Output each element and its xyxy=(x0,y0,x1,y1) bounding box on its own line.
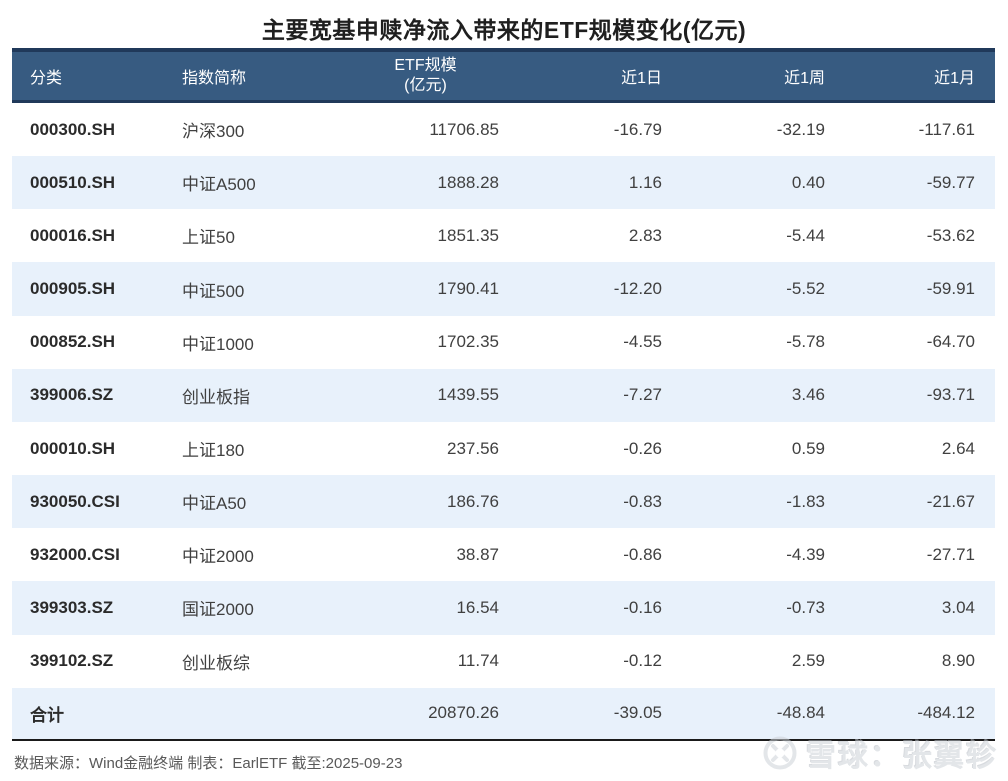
cell-index-name: 中证A50 xyxy=(182,494,247,514)
total-week1: -48.84 xyxy=(776,703,825,723)
table-row: 000300.SH 沪深300 11706.85 -16.79 -32.19 -117.6… xyxy=(12,103,995,156)
cell-category: 000852.SH xyxy=(30,332,116,352)
cell-category: 399006.SZ xyxy=(30,385,114,405)
cell-month1: -59.91 xyxy=(926,279,975,299)
cell-etf-scale: 237.56 xyxy=(447,438,499,458)
header-index-name: 指数简称 xyxy=(182,70,247,87)
cell-category: 000905.SH xyxy=(30,279,116,299)
header-etf-scale-line1: ETF规模 xyxy=(394,57,457,74)
header-etf-scale-line2: (亿元) xyxy=(404,77,447,94)
cell-month1: 3.04 xyxy=(941,597,975,617)
cell-index-name: 创业板指 xyxy=(182,387,250,407)
cell-day1: -0.83 xyxy=(623,491,662,511)
header-month1: 近1月 xyxy=(934,70,975,87)
table-header-row: 分类 指数简称 ETF规模 (亿元) 近1日 近1周 近1月 xyxy=(12,48,995,103)
cell-day1: -0.16 xyxy=(623,597,662,617)
cell-day1: 2.83 xyxy=(628,225,662,245)
cell-category: 399102.SZ xyxy=(30,651,114,671)
cell-week1: -5.44 xyxy=(786,225,825,245)
cell-index-name: 上证50 xyxy=(182,228,235,248)
cell-month1: -64.70 xyxy=(926,332,975,352)
total-day1: -39.05 xyxy=(613,703,662,723)
cell-week1: 2.59 xyxy=(791,651,825,671)
etf-table: 分类 指数简称 ETF规模 (亿元) 近1日 近1周 近1月 000300.SH… xyxy=(12,48,995,741)
cell-index-name: 中证A500 xyxy=(182,175,256,195)
cell-category: 000016.SH xyxy=(30,225,116,245)
cell-category: 399303.SZ xyxy=(30,597,114,617)
header-week1: 近1周 xyxy=(784,70,825,87)
cell-index-name: 中证2000 xyxy=(182,547,254,567)
cell-etf-scale: 38.87 xyxy=(456,544,499,564)
table-row: 000010.SH 上证180 237.56 -0.26 0.59 2.64 xyxy=(12,422,995,475)
cell-etf-scale: 16.54 xyxy=(456,597,499,617)
cell-day1: 1.16 xyxy=(628,172,662,192)
table-row: 000852.SH 中证1000 1702.35 -4.55 -5.78 -64.70 xyxy=(12,316,995,369)
cell-index-name: 上证180 xyxy=(182,441,245,461)
cell-etf-scale: 11.74 xyxy=(457,651,499,671)
cell-day1: -0.26 xyxy=(623,438,662,458)
cell-week1: 0.40 xyxy=(791,172,825,192)
table-row: 000510.SH 中证A500 1888.28 1.16 0.40 -59.77 xyxy=(12,156,995,210)
cell-week1: 3.46 xyxy=(791,385,825,405)
cell-etf-scale: 1439.55 xyxy=(437,385,499,405)
cell-month1: 2.64 xyxy=(941,438,975,458)
cell-month1: -27.71 xyxy=(926,544,975,564)
cell-category: 000010.SH xyxy=(30,438,116,458)
cell-month1: -117.61 xyxy=(918,119,975,139)
header-day1: 近1日 xyxy=(621,70,662,87)
cell-week1: -5.78 xyxy=(786,332,825,352)
cell-day1: -16.79 xyxy=(613,119,662,139)
cell-day1: -12.20 xyxy=(613,279,662,299)
cell-etf-scale: 186.76 xyxy=(447,491,499,511)
cell-month1: 8.90 xyxy=(941,651,975,671)
cell-index-name: 中证500 xyxy=(182,281,245,301)
header-etf-scale: ETF规模 (亿元) xyxy=(352,56,499,96)
cell-day1: -0.12 xyxy=(623,651,662,671)
cell-category: 000510.SH xyxy=(30,172,116,192)
table-row: 000905.SH 中证500 1790.41 -12.20 -5.52 -59.91 xyxy=(12,262,995,316)
header-category: 分类 xyxy=(30,70,63,87)
table-row: 932000.CSI 中证2000 38.87 -0.86 -4.39 -27.71 xyxy=(12,528,995,581)
cell-index-name: 国证2000 xyxy=(182,600,254,620)
cell-etf-scale: 11706.85 xyxy=(429,119,499,139)
page-title: 主要宽基申赎净流入带来的ETF规模变化(亿元) xyxy=(261,17,747,43)
table-row: 399006.SZ 创业板指 1439.55 -7.27 3.46 -93.71 xyxy=(12,368,995,422)
cell-week1: -0.73 xyxy=(786,597,825,617)
cell-month1: -53.62 xyxy=(926,225,975,245)
table-row: 930050.CSI 中证A50 186.76 -0.83 -1.83 -21.67 xyxy=(12,475,995,529)
cell-week1: -1.83 xyxy=(786,491,825,511)
cell-etf-scale: 1851.35 xyxy=(437,225,499,245)
cell-day1: -7.27 xyxy=(623,385,662,405)
cell-week1: -5.52 xyxy=(786,279,825,299)
table-row: 399102.SZ 创业板综 11.74 -0.12 2.59 8.90 xyxy=(12,635,995,688)
table-body: 000300.SH 沪深300 11706.85 -16.79 -32.19 -117.6… xyxy=(12,103,995,688)
cell-category: 000300.SH xyxy=(30,119,116,139)
cell-week1: -4.39 xyxy=(786,544,825,564)
table-total-row: 合计 20870.26 -39.05 -48.84 -484.12 xyxy=(12,687,995,741)
cell-day1: -4.55 xyxy=(623,332,662,352)
cell-index-name: 沪深300 xyxy=(182,122,245,142)
cell-month1: -59.77 xyxy=(926,172,975,192)
cell-index-name: 中证1000 xyxy=(182,334,254,354)
cell-etf-scale: 1702.35 xyxy=(437,332,499,352)
cell-category: 930050.CSI xyxy=(30,491,120,511)
cell-week1: 0.59 xyxy=(791,438,825,458)
total-scale: 20870.26 xyxy=(428,703,499,723)
cell-etf-scale: 1888.28 xyxy=(437,172,499,192)
cell-category: 932000.CSI xyxy=(30,544,120,564)
data-source-note: 数据来源：Wind金融终端 制表：EarlETF 截至:2025-09-23 xyxy=(14,755,403,772)
table-row: 000016.SH 上证50 1851.35 2.83 -5.44 -53.62 xyxy=(12,209,995,262)
cell-day1: -0.86 xyxy=(623,544,662,564)
cell-week1: -32.19 xyxy=(776,119,825,139)
cell-index-name: 创业板综 xyxy=(182,653,250,673)
cell-month1: -93.71 xyxy=(926,385,975,405)
total-month1: -484.12 xyxy=(917,703,975,723)
total-label: 合计 xyxy=(30,705,64,725)
cell-month1: -21.67 xyxy=(926,491,975,511)
cell-etf-scale: 1790.41 xyxy=(437,279,499,299)
table-row: 399303.SZ 国证2000 16.54 -0.16 -0.73 3.04 xyxy=(12,581,995,635)
